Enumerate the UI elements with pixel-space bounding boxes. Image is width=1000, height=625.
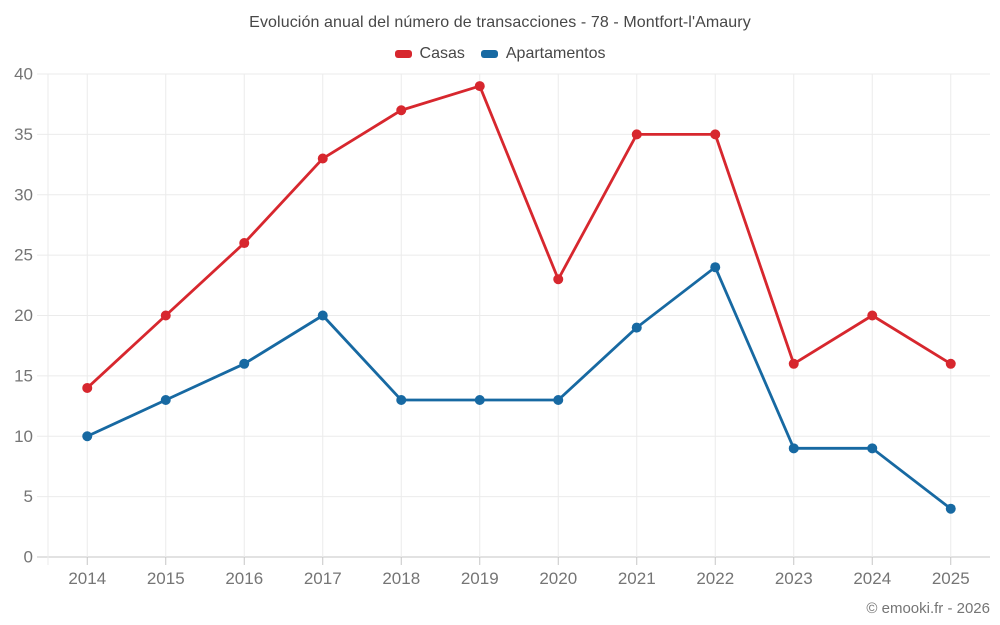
y-axis-tick-label: 0 bbox=[24, 548, 33, 567]
x-axis-tick-label: 2020 bbox=[539, 569, 577, 588]
x-axis-tick-label: 2023 bbox=[775, 569, 813, 588]
data-point-apartamentos-2024 bbox=[867, 443, 878, 454]
y-axis-tick-label: 30 bbox=[14, 185, 33, 204]
legend-swatch bbox=[480, 50, 498, 58]
data-point-apartamentos-2017 bbox=[317, 310, 328, 321]
x-axis-tick-label: 2016 bbox=[225, 569, 263, 588]
y-axis-tick-label: 15 bbox=[14, 366, 33, 385]
y-axis-tick-label: 20 bbox=[14, 306, 33, 325]
data-point-apartamentos-2025 bbox=[945, 503, 956, 514]
data-point-casas-2014 bbox=[82, 382, 93, 393]
legend-item-apartamentos[interactable]: Apartamentos bbox=[480, 45, 606, 63]
x-axis-tick-label: 2019 bbox=[461, 569, 499, 588]
y-axis-tick-label: 10 bbox=[14, 427, 33, 446]
legend-label: Casas bbox=[419, 45, 465, 62]
data-point-apartamentos-2021 bbox=[631, 322, 642, 333]
data-point-casas-2022 bbox=[710, 129, 721, 140]
y-axis-tick-label: 35 bbox=[14, 125, 33, 144]
y-axis-tick-label: 5 bbox=[24, 487, 33, 506]
y-axis-tick-label: 40 bbox=[14, 65, 33, 84]
data-point-casas-2019 bbox=[474, 81, 485, 92]
data-point-casas-2021 bbox=[631, 129, 642, 140]
x-axis-tick-label: 2025 bbox=[932, 569, 970, 588]
data-point-casas-2018 bbox=[396, 105, 407, 116]
legend-label: Apartamentos bbox=[505, 45, 606, 62]
data-point-apartamentos-2018 bbox=[396, 395, 407, 406]
data-point-apartamentos-2019 bbox=[474, 395, 485, 406]
data-point-casas-2017 bbox=[317, 153, 328, 164]
data-point-casas-2023 bbox=[788, 358, 799, 369]
chart-title: Evolución anual del número de transaccio… bbox=[249, 14, 751, 31]
data-point-casas-2016 bbox=[239, 238, 250, 249]
data-point-apartamentos-2016 bbox=[239, 358, 250, 369]
x-axis-tick-label: 2021 bbox=[618, 569, 656, 588]
data-point-casas-2020 bbox=[553, 274, 564, 285]
data-point-apartamentos-2014 bbox=[82, 431, 93, 442]
x-axis-tick-label: 2024 bbox=[853, 569, 891, 588]
x-axis-tick-label: 2015 bbox=[147, 569, 185, 588]
data-point-casas-2015 bbox=[160, 310, 171, 321]
copyright-text: © emooki.fr - 2026 bbox=[866, 600, 990, 617]
data-point-apartamentos-2023 bbox=[788, 443, 799, 454]
chart-legend: Casas Apartamentos bbox=[0, 45, 1000, 63]
data-point-casas-2024 bbox=[867, 310, 878, 321]
data-point-apartamentos-2020 bbox=[553, 395, 564, 406]
data-point-apartamentos-2015 bbox=[160, 395, 171, 406]
data-point-apartamentos-2022 bbox=[710, 262, 721, 273]
x-axis-tick-label: 2017 bbox=[304, 569, 342, 588]
data-point-casas-2025 bbox=[945, 358, 956, 369]
legend-swatch bbox=[394, 50, 412, 58]
legend-item-casas[interactable]: Casas bbox=[394, 45, 465, 63]
x-axis-tick-label: 2022 bbox=[696, 569, 734, 588]
series-line-apartamentos bbox=[85, 265, 953, 511]
x-axis-tick-label: 2018 bbox=[382, 569, 420, 588]
x-axis-tick-label: 2014 bbox=[68, 569, 106, 588]
y-axis-tick-label: 25 bbox=[14, 246, 33, 265]
series-line-casas bbox=[85, 84, 953, 390]
